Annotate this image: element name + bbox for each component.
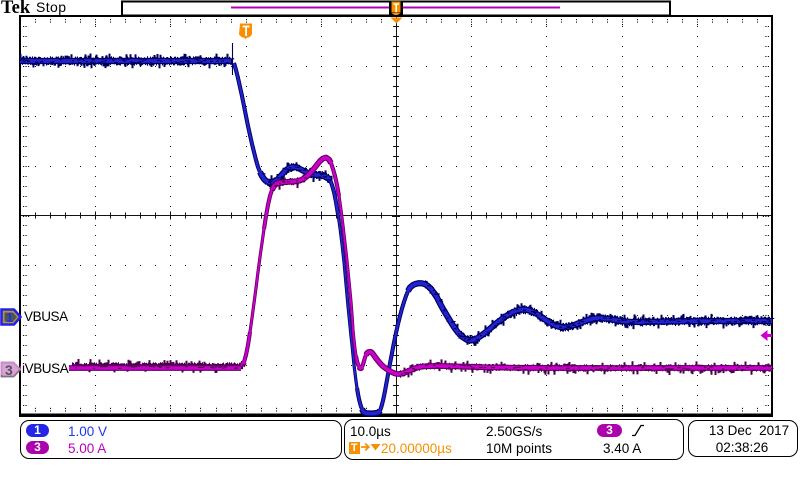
svg-text:3: 3: [5, 362, 13, 378]
svg-text:1: 1: [6, 310, 13, 325]
